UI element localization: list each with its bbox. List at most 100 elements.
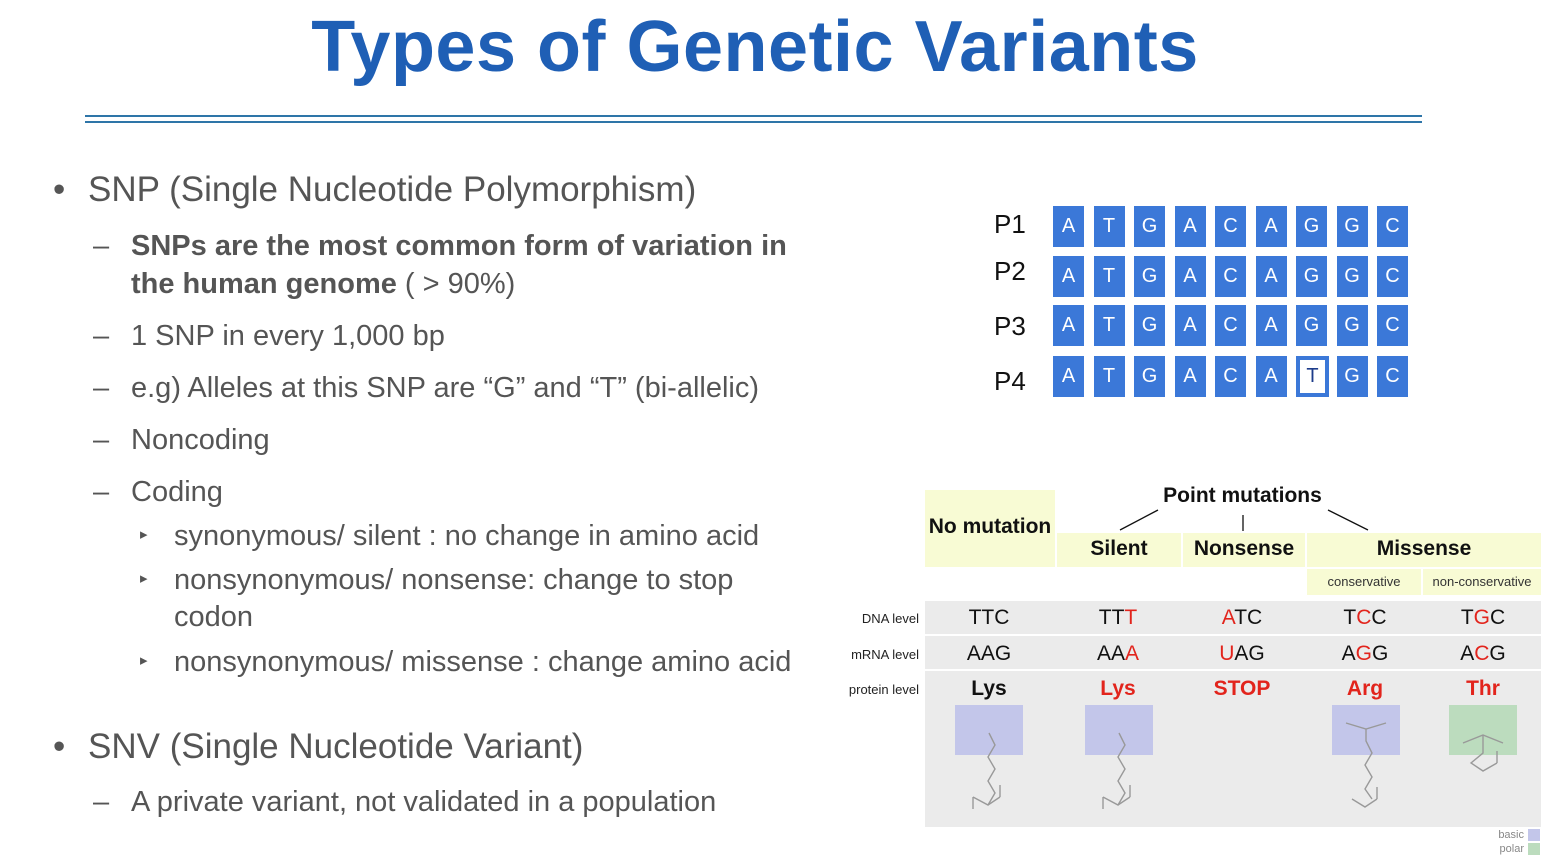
base-cell: A (1255, 305, 1287, 346)
snp-highlight-base: T (1296, 356, 1329, 397)
mrna-codon-silent: AAA (1096, 642, 1140, 665)
coding-nonsense: ▸ nonsynonymous/ nonsense: change to stop (140, 564, 734, 596)
base-cell: G (1336, 206, 1368, 247)
sequence-label-p4: P4 (994, 366, 1026, 396)
sequence-label-p3: P3 (994, 311, 1026, 341)
conservative-label: conservative (1327, 574, 1401, 589)
mrna-codon-non-conservative: ACG (1460, 642, 1506, 665)
base-cell: A (1255, 206, 1287, 247)
base-cell: T (1093, 206, 1125, 247)
snp-full: (Single Nucleotide Polymorphism) (169, 170, 697, 209)
dna-codon-non-conservative: TGC (1460, 606, 1506, 629)
base-cell: G (1134, 206, 1165, 247)
base-cell: C (1215, 305, 1246, 346)
base-cell: C (1215, 356, 1246, 397)
sub-bullet-snv: – A private variant, not validated in a p… (93, 786, 717, 818)
sequence-label-p1: P1 (994, 209, 1026, 239)
lys-structure-icon (955, 705, 1023, 809)
non-conservative-header-bg (1423, 569, 1541, 595)
mrna-level-label: mRNA level (851, 647, 919, 662)
title-divider-second (85, 121, 1422, 123)
protein-conservative: Arg (1346, 677, 1384, 700)
base-cell: A (1174, 206, 1206, 247)
common-percentage: ( > 90%) (404, 268, 516, 300)
no-mutation-header: No mutation (928, 515, 1052, 538)
base-cell: A (1174, 356, 1206, 397)
base-cell: G (1134, 305, 1165, 346)
snv-abbr: SNV (88, 727, 160, 766)
protein-nonsense: STOP (1213, 677, 1271, 700)
row-divider (925, 669, 1541, 671)
base-cell: A (1053, 305, 1084, 346)
dna-codon-nonsense: ATC (1221, 606, 1263, 629)
nonsense-header-bg (1183, 533, 1305, 567)
base-cell: G (1296, 256, 1327, 297)
silent-header-bg (1057, 533, 1181, 567)
base-cell: A (1053, 356, 1084, 397)
slide-title: Types of Genetic Variants (311, 7, 1199, 87)
snv-full: (Single Nucleotide Variant) (169, 727, 584, 766)
bullet-snv: • SNV (Single Nucleotide Variant) (53, 727, 584, 766)
base-cell: A (1255, 356, 1287, 397)
coding-missense: ▸ nonsynonymous/ missense : change amino … (140, 646, 792, 678)
row-divider (925, 634, 1541, 636)
legend-polar-label: polar (1499, 843, 1524, 855)
point-mutations-header: Point mutations (1163, 484, 1322, 507)
legend-polar-swatch (1528, 843, 1540, 855)
sub-bullet-coding: – Coding (93, 476, 223, 508)
mrna-codon-conservative: AGG (1341, 642, 1389, 665)
dna-codon-silent: TTT (1098, 606, 1138, 629)
point-mutation-branches (1119, 509, 1369, 531)
coding-synonymous: ▸ synonymous/ silent : no change in amino… (140, 520, 760, 552)
nonsense-header: Nonsense (1193, 537, 1295, 560)
no-mutation-header-bg (925, 490, 1055, 567)
base-cell: T (1093, 356, 1125, 397)
common-bold-line1: SNPs are the most common form of variati… (131, 230, 787, 262)
thr-structure-icon (1449, 705, 1517, 772)
base-cell: G (1336, 256, 1368, 297)
mrna-codon-nonsense: UAG (1219, 642, 1265, 665)
base-cell: A (1174, 256, 1206, 297)
mrna-codon-no-mutation: AAG (966, 642, 1012, 665)
sequence-label-p2: P2 (994, 256, 1026, 286)
base-cell: C (1215, 206, 1246, 247)
base-cell: G (1296, 305, 1327, 346)
base-cell: G (1336, 305, 1368, 346)
dna-codon-conservative: TCC (1343, 606, 1387, 629)
conservative-header-bg (1307, 569, 1421, 595)
arg-structure-icon (1332, 705, 1400, 808)
bullet-snp: • SNP (Single Nucleotide Polymorphism) (53, 170, 697, 210)
dna-codon-no-mutation: TTC (968, 606, 1010, 629)
sub-bullet-common: – SNPs are the most common form of varia… (93, 230, 787, 300)
base-cell: C (1377, 256, 1408, 297)
sub-bullet-alleles: – e.g) Alleles at this SNP are “G” and “T… (93, 372, 760, 404)
base-cell: A (1053, 256, 1084, 297)
non-conservative-label: non-conservative (1432, 574, 1532, 589)
sub-bullet-noncoding: – Noncoding (93, 424, 270, 456)
snp-abbr: SNP (88, 170, 160, 209)
base-cell: A (1255, 256, 1287, 297)
base-cell: G (1134, 356, 1165, 397)
mutation-table-body-bg (925, 601, 1541, 827)
base-cell: G (1296, 206, 1327, 247)
dna-level-label: DNA level (861, 611, 919, 626)
common-bold-line2: the human genome (131, 268, 397, 300)
base-cell: C (1377, 305, 1408, 346)
protein-silent: Lys (1100, 677, 1136, 700)
base-cell: C (1215, 256, 1246, 297)
silent-header: Silent (1090, 537, 1148, 560)
coding-nonsense-cont: codon (174, 601, 254, 633)
legend-basic-swatch (1528, 829, 1540, 841)
base-cell: T (1093, 305, 1125, 346)
base-cell: A (1053, 206, 1084, 247)
protein-level-label: protein level (848, 682, 919, 697)
protein-no-mutation: Lys (971, 677, 1007, 700)
base-cell: A (1174, 305, 1206, 346)
base-cell: G (1134, 256, 1165, 297)
lys-mutant-structure-icon (1085, 705, 1153, 809)
missense-header: Missense (1376, 537, 1472, 560)
base-cell: C (1377, 356, 1408, 397)
sub-bullet-frequency: –1 SNP in every 1,000 bp (93, 320, 445, 352)
base-cell: C (1377, 206, 1408, 247)
base-cell: G (1336, 356, 1368, 397)
